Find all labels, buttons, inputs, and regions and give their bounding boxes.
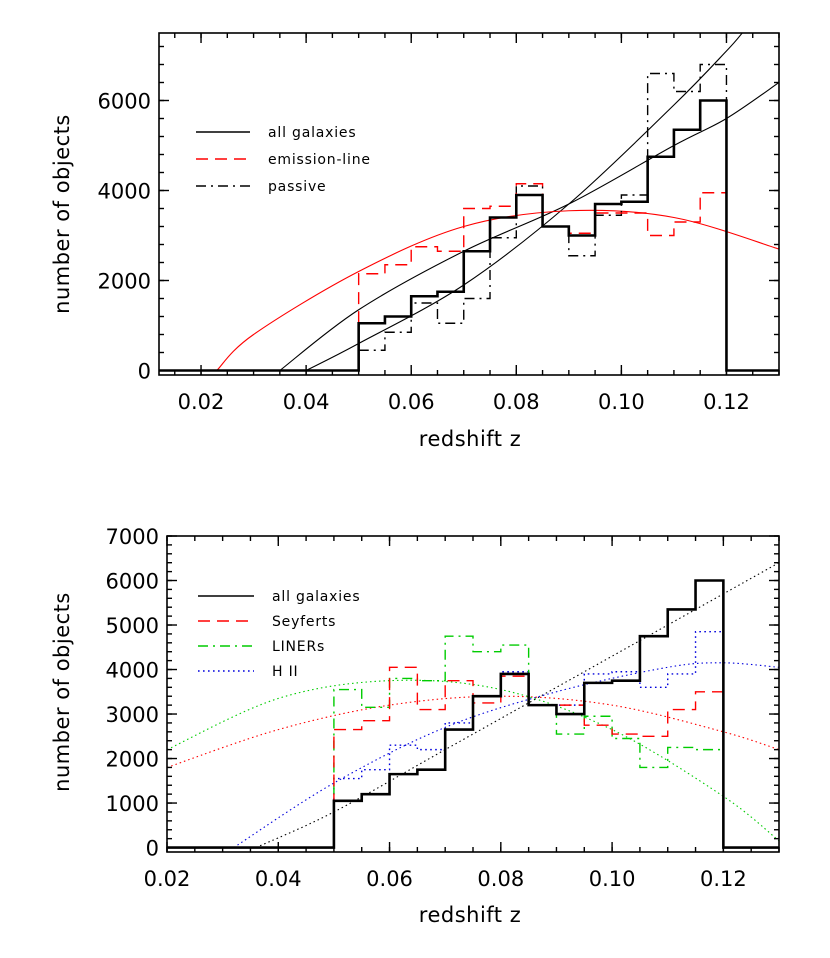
bottom-legend: all galaxies Seyferts LINERs H II xyxy=(198,589,360,680)
bottom-legend-label: H II xyxy=(272,664,298,680)
top-fit-curve xyxy=(305,33,743,371)
bottom-plot-area xyxy=(167,562,779,849)
top-legend-label: emission-line xyxy=(268,152,371,168)
bottom-x-tick-label: 0.10 xyxy=(589,867,636,891)
top-x-tick-label: 0.12 xyxy=(703,390,750,414)
top-x-tick-label: 0.08 xyxy=(493,390,540,414)
bottom-histogram-3 xyxy=(167,630,779,849)
bottom-x-tick-label: 0.02 xyxy=(144,867,191,891)
bottom-y-tick-label: 7000 xyxy=(106,525,159,549)
bottom-y-tick-label: 2000 xyxy=(106,748,159,772)
bottom-chart-x-axis-label: redshift z xyxy=(419,903,521,927)
bottom-histogram-2 xyxy=(167,635,779,849)
bottom-chart: 0.02 0.04 0.06 0.08 0.10 0.12 0 1000 2000 3000 400… xyxy=(50,525,780,927)
bottom-y-tick-label: 6000 xyxy=(106,570,159,594)
bottom-y-tick-label: 0 xyxy=(146,837,159,861)
top-histogram-1 xyxy=(159,183,779,372)
bottom-x-tick-label: 0.04 xyxy=(255,867,302,891)
top-chart: 0.02 0.04 0.06 0.08 0.10 0.12 0 2000 4000 6000 all… xyxy=(50,32,780,451)
top-plot-frame xyxy=(158,32,780,376)
top-chart-plot: 0.02 0.04 0.06 0.08 0.10 0.12 0 2000 4000 6000 all… xyxy=(98,32,780,414)
top-plot-area xyxy=(159,33,779,372)
bottom-y-tick-label: 3000 xyxy=(106,703,159,727)
bottom-histogram-1 xyxy=(167,666,779,849)
bottom-chart-plot: 0.02 0.04 0.06 0.08 0.10 0.12 0 1000 2000 3000 400… xyxy=(106,525,780,891)
bottom-y-tick-label: 1000 xyxy=(106,792,159,816)
bottom-y-tick-label: 5000 xyxy=(106,614,159,638)
top-x-tick-label: 0.10 xyxy=(598,390,645,414)
top-y-tick-label: 2000 xyxy=(98,270,151,294)
top-y-tick-label: 4000 xyxy=(98,180,151,204)
top-x-tick-label: 0.06 xyxy=(388,390,435,414)
bottom-x-tick-label: 0.12 xyxy=(700,867,747,891)
top-histogram-0 xyxy=(159,99,779,372)
top-legend-label: all galaxies xyxy=(268,125,356,141)
bottom-legend-label: all galaxies xyxy=(272,589,360,605)
top-fit-curve xyxy=(279,82,779,371)
bottom-x-tick-label: 0.06 xyxy=(366,867,413,891)
bottom-legend-label: Seyferts xyxy=(272,614,336,630)
bottom-chart-y-axis-label: number of objects xyxy=(50,592,74,792)
bottom-y-tick-label: 4000 xyxy=(106,659,159,683)
bottom-legend-label: LINERs xyxy=(272,639,325,655)
top-legend-label: passive xyxy=(268,179,326,195)
top-x-tick-label: 0.02 xyxy=(178,390,225,414)
top-fit-curve xyxy=(216,209,779,371)
top-y-tick-label: 6000 xyxy=(98,90,151,114)
bottom-x-tick-label: 0.08 xyxy=(477,867,524,891)
bottom-histogram-0 xyxy=(167,579,779,849)
bottom-fit-curve xyxy=(233,662,779,849)
top-x-tick-label: 0.04 xyxy=(283,390,330,414)
top-legend: all galaxies emission-line passive xyxy=(196,125,371,195)
top-chart-x-axis-label: redshift z xyxy=(419,427,521,451)
top-histogram-2 xyxy=(159,63,779,372)
top-y-tick-label: 0 xyxy=(138,360,151,384)
top-chart-y-axis-label: number of objects xyxy=(50,114,74,314)
